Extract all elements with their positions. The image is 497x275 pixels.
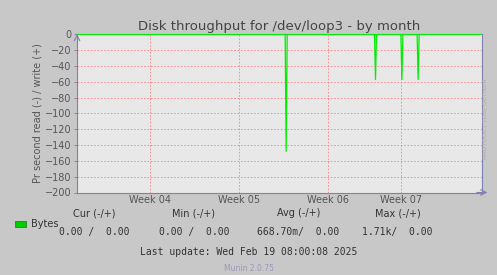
Text: 0.00 /  0.00: 0.00 / 0.00: [59, 227, 130, 237]
Text: Last update: Wed Feb 19 08:00:08 2025: Last update: Wed Feb 19 08:00:08 2025: [140, 247, 357, 257]
Text: RRDTOOL / TOBI OETIKER: RRDTOOL / TOBI OETIKER: [482, 78, 487, 159]
Text: Cur (-/+): Cur (-/+): [73, 208, 116, 218]
Text: Bytes: Bytes: [31, 219, 58, 229]
Text: Max (-/+): Max (-/+): [375, 208, 420, 218]
Y-axis label: Pr second read (-) / write (+): Pr second read (-) / write (+): [32, 43, 42, 183]
Text: Min (-/+): Min (-/+): [172, 208, 215, 218]
Text: Munin 2.0.75: Munin 2.0.75: [224, 265, 273, 273]
Text: Avg (-/+): Avg (-/+): [276, 208, 320, 218]
Text: 668.70m/  0.00: 668.70m/ 0.00: [257, 227, 339, 237]
Title: Disk throughput for /dev/loop3 - by month: Disk throughput for /dev/loop3 - by mont…: [139, 20, 420, 33]
Text: 0.00 /  0.00: 0.00 / 0.00: [159, 227, 229, 237]
Text: 1.71k/  0.00: 1.71k/ 0.00: [362, 227, 433, 237]
